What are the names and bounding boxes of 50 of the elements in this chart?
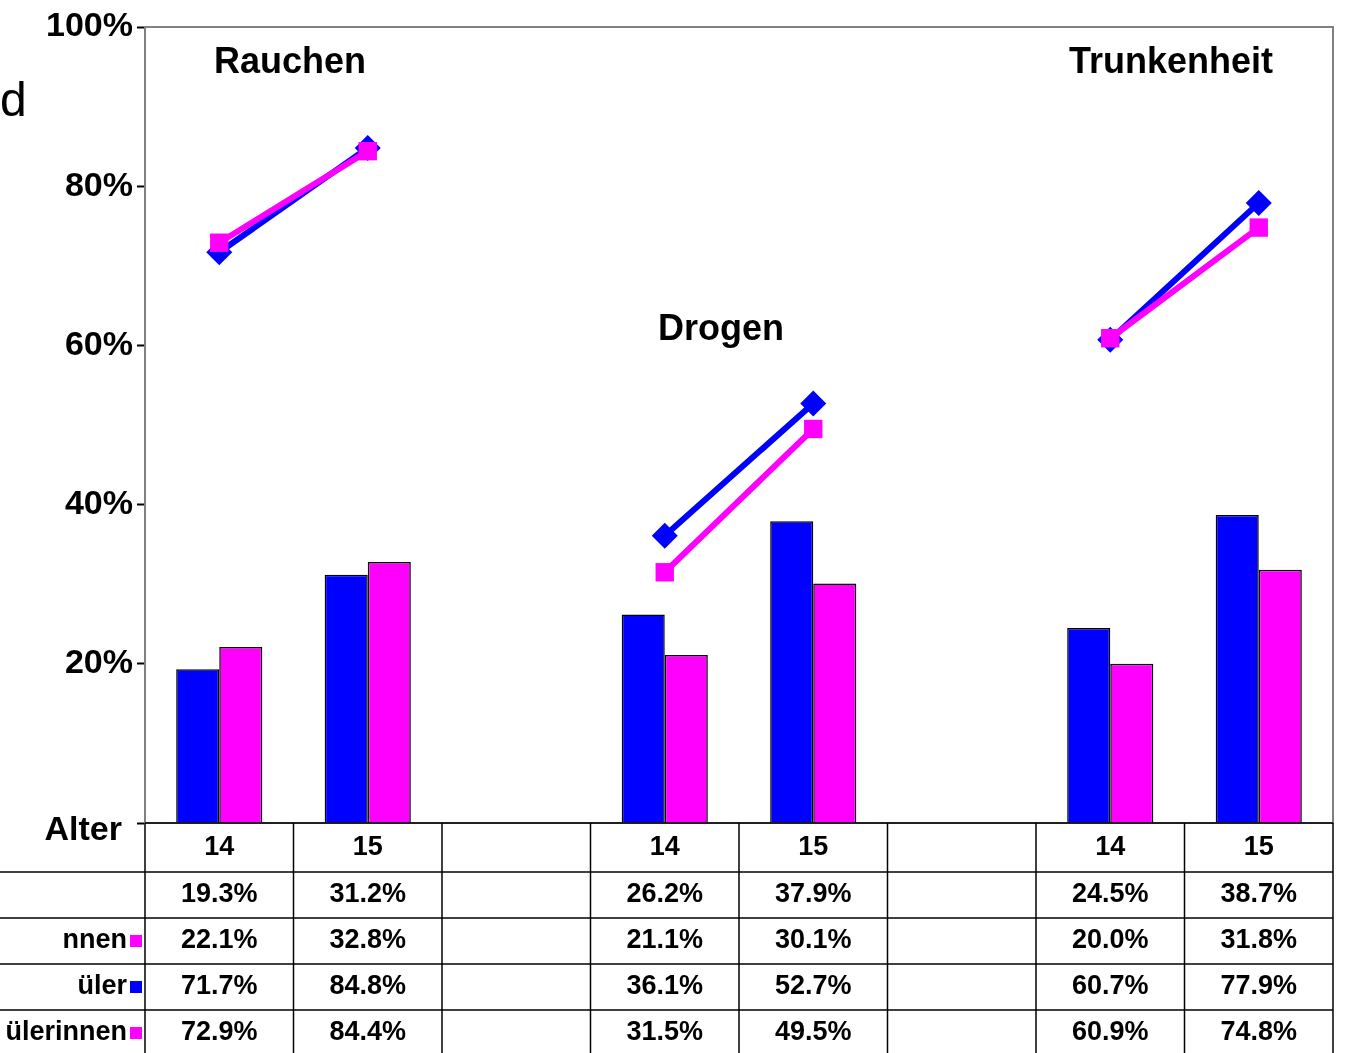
data-label: 32.8%	[329, 924, 407, 955]
annotation: Drogen	[658, 306, 784, 348]
point	[800, 390, 827, 417]
legend-label: üler	[77, 970, 128, 1001]
data-label: 37.9%	[774, 878, 852, 909]
data-label: 31.5%	[626, 1016, 704, 1047]
y-tick-label: 100%	[46, 5, 133, 44]
data-label: 24.5%	[1071, 878, 1149, 909]
data-label: 84.8%	[329, 970, 407, 1001]
x-tick-label: 14	[1095, 830, 1126, 861]
data-label: 22.1%	[180, 924, 258, 955]
point	[804, 419, 823, 439]
data-label: 49.5%	[774, 1016, 852, 1047]
annotation: Rauchen	[213, 39, 367, 81]
point	[651, 522, 678, 549]
y-tick-label: 20%	[64, 642, 133, 681]
data-label: 19.3%	[180, 878, 258, 909]
y-tick-label: 40%	[64, 482, 133, 521]
text: d	[0, 73, 27, 127]
data-label: 31.2%	[329, 878, 407, 909]
data-label: 72.9%	[180, 1016, 258, 1047]
x-tick-label: 15	[352, 830, 383, 861]
x-tick-label: 14	[649, 830, 680, 861]
data-label: 30.1%	[774, 924, 852, 955]
data-label: 60.9%	[1071, 1016, 1149, 1047]
point	[1249, 218, 1268, 237]
point	[210, 233, 229, 252]
x-tick-label: 14	[204, 830, 235, 861]
data-label: 74.8%	[1220, 1016, 1298, 1047]
data-label: 52.7%	[774, 970, 852, 1001]
data-label: 77.9%	[1220, 970, 1298, 1001]
data-label: 84.4%	[329, 1016, 407, 1047]
legend-label: ülerinnen	[5, 1016, 127, 1047]
data-label: 26.2%	[626, 878, 704, 909]
point	[655, 563, 674, 582]
data-label: 31.8%	[1220, 924, 1298, 955]
data-label: 20.0%	[1071, 924, 1149, 955]
legend-label: nnen	[62, 924, 127, 955]
data-label: 60.7%	[1071, 970, 1149, 1001]
x-tick-label: 15	[798, 830, 829, 861]
data-label: 38.7%	[1220, 878, 1298, 909]
data-label: 21.1%	[626, 924, 704, 955]
data-label: 71.7%	[180, 970, 258, 1001]
y-tick-label: 60%	[64, 323, 133, 362]
data-label: 36.1%	[626, 970, 704, 1001]
x-tick-label: 15	[1243, 830, 1274, 861]
y-tick-label: 80%	[64, 164, 133, 203]
annotation: Trunkenheit	[1068, 39, 1274, 81]
x-axis-title: Alter	[44, 809, 122, 848]
point	[1245, 189, 1272, 216]
